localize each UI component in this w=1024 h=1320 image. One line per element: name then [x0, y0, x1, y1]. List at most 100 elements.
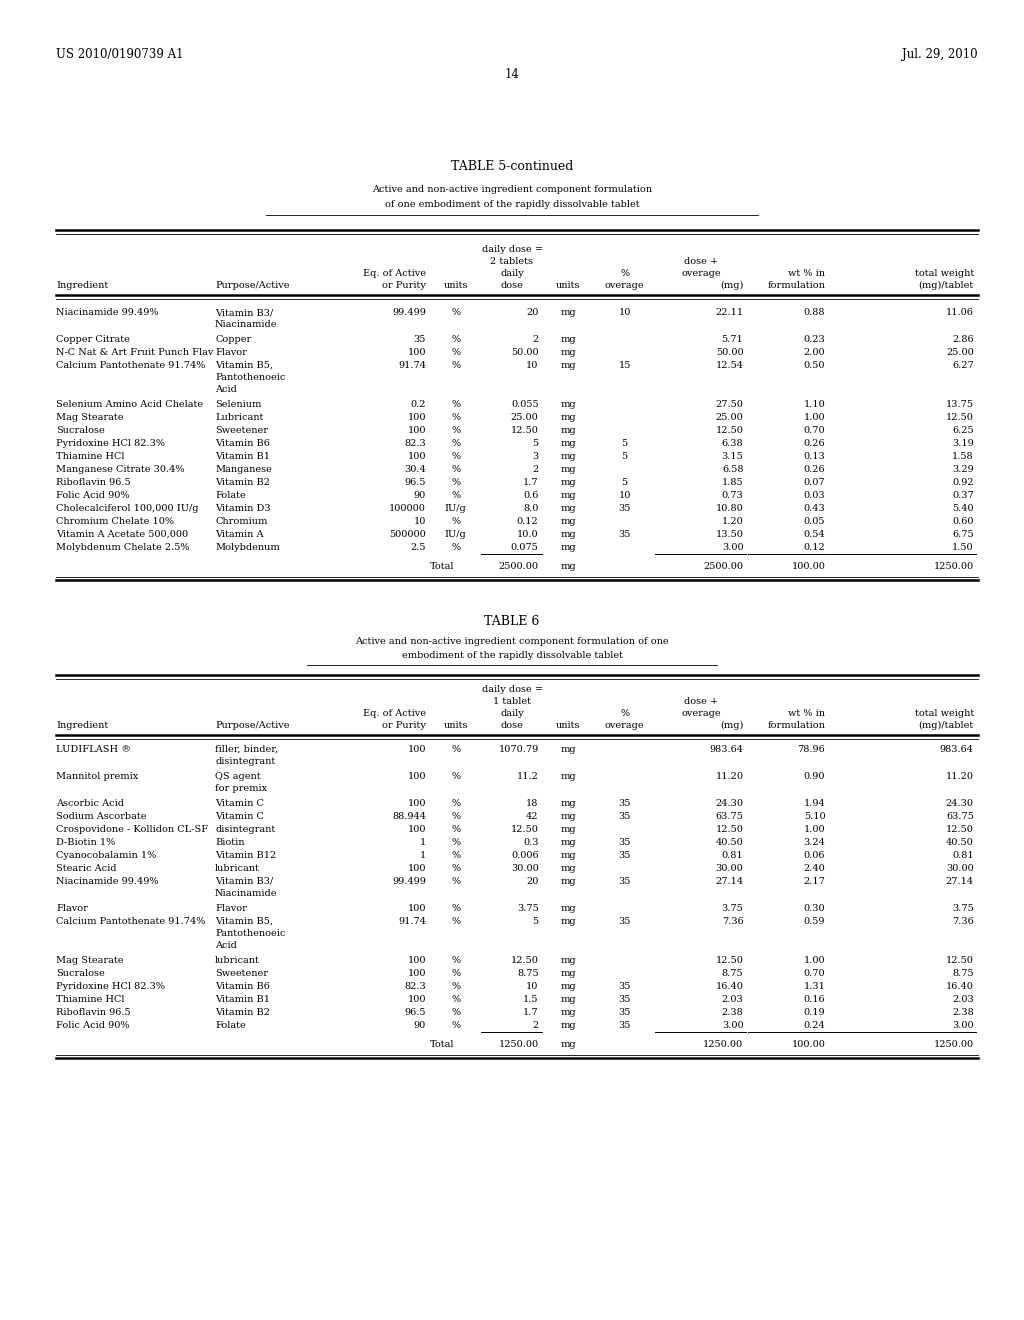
Text: (mg): (mg): [720, 721, 743, 730]
Text: Crospovidone - Kollidon CL-SF: Crospovidone - Kollidon CL-SF: [56, 825, 209, 834]
Text: 8.75: 8.75: [722, 969, 743, 978]
Text: Riboflavin 96.5: Riboflavin 96.5: [56, 1008, 131, 1016]
Text: 6.58: 6.58: [722, 465, 743, 474]
Text: 27.14: 27.14: [946, 876, 974, 886]
Text: 0.05: 0.05: [804, 517, 825, 525]
Text: 1: 1: [420, 838, 426, 847]
Text: mg: mg: [560, 413, 577, 422]
Text: 7.36: 7.36: [722, 917, 743, 927]
Text: 0.81: 0.81: [722, 851, 743, 861]
Text: 3.19: 3.19: [952, 440, 974, 447]
Text: 0.73: 0.73: [722, 491, 743, 500]
Text: %: %: [452, 744, 460, 754]
Text: 25.00: 25.00: [946, 348, 974, 356]
Text: 96.5: 96.5: [404, 478, 426, 487]
Text: 35: 35: [618, 1020, 631, 1030]
Text: daily dose =: daily dose =: [481, 685, 543, 694]
Text: Niacinamide: Niacinamide: [215, 319, 278, 329]
Text: Eq. of Active: Eq. of Active: [362, 269, 426, 279]
Text: 1250.00: 1250.00: [703, 1040, 743, 1049]
Text: 3.75: 3.75: [952, 904, 974, 913]
Text: or Purity: or Purity: [382, 721, 426, 730]
Text: 2: 2: [532, 335, 539, 345]
Text: 100: 100: [408, 956, 426, 965]
Text: 12.50: 12.50: [716, 426, 743, 436]
Text: D-Biotin 1%: D-Biotin 1%: [56, 838, 116, 847]
Text: US 2010/0190739 A1: US 2010/0190739 A1: [56, 48, 184, 61]
Text: 5: 5: [532, 440, 539, 447]
Text: 20: 20: [526, 308, 539, 317]
Text: 11.20: 11.20: [946, 772, 974, 781]
Text: 0.70: 0.70: [804, 969, 825, 978]
Text: mg: mg: [560, 851, 577, 861]
Text: TABLE 5-continued: TABLE 5-continued: [451, 160, 573, 173]
Text: Vitamin C: Vitamin C: [215, 799, 264, 808]
Text: 24.30: 24.30: [716, 799, 743, 808]
Text: %: %: [452, 851, 460, 861]
Text: 0.37: 0.37: [952, 491, 974, 500]
Text: mg: mg: [560, 308, 577, 317]
Text: %: %: [452, 838, 460, 847]
Text: 11.20: 11.20: [716, 772, 743, 781]
Text: Purpose/Active: Purpose/Active: [215, 281, 290, 290]
Text: 0.24: 0.24: [804, 1020, 825, 1030]
Text: Calcium Pantothenate 91.74%: Calcium Pantothenate 91.74%: [56, 917, 206, 927]
Text: Calcium Pantothenate 91.74%: Calcium Pantothenate 91.74%: [56, 360, 206, 370]
Text: Mag Stearate: Mag Stearate: [56, 413, 124, 422]
Text: 10: 10: [526, 982, 539, 991]
Text: 30.4: 30.4: [404, 465, 426, 474]
Text: 0.50: 0.50: [804, 360, 825, 370]
Text: 1.7: 1.7: [523, 478, 539, 487]
Text: 14: 14: [505, 69, 519, 81]
Text: 1.00: 1.00: [804, 956, 825, 965]
Text: mg: mg: [560, 956, 577, 965]
Text: 35: 35: [618, 838, 631, 847]
Text: 100: 100: [408, 744, 426, 754]
Text: 90: 90: [414, 491, 426, 500]
Text: 50.00: 50.00: [716, 348, 743, 356]
Text: 3.24: 3.24: [804, 838, 825, 847]
Text: Vitamin C: Vitamin C: [215, 812, 264, 821]
Text: Thiamine HCl: Thiamine HCl: [56, 451, 125, 461]
Text: 0.26: 0.26: [804, 440, 825, 447]
Text: 11.2: 11.2: [517, 772, 539, 781]
Text: 3.15: 3.15: [722, 451, 743, 461]
Text: 35: 35: [618, 982, 631, 991]
Text: 10: 10: [618, 491, 631, 500]
Text: 0.3: 0.3: [523, 838, 539, 847]
Text: Chromium Chelate 10%: Chromium Chelate 10%: [56, 517, 174, 525]
Text: Vitamin B5,: Vitamin B5,: [215, 917, 273, 927]
Text: 24.30: 24.30: [946, 799, 974, 808]
Text: 2.17: 2.17: [804, 876, 825, 886]
Text: dose +: dose +: [684, 257, 719, 267]
Text: 2.00: 2.00: [804, 348, 825, 356]
Text: wt % in: wt % in: [788, 269, 825, 279]
Text: Sucralose: Sucralose: [56, 426, 105, 436]
Text: %: %: [452, 426, 460, 436]
Text: %: %: [452, 1020, 460, 1030]
Text: mg: mg: [560, 982, 577, 991]
Text: 35: 35: [618, 876, 631, 886]
Text: 100: 100: [408, 799, 426, 808]
Text: Vitamin D3: Vitamin D3: [215, 504, 270, 513]
Text: 0.19: 0.19: [804, 1008, 825, 1016]
Text: dose +: dose +: [684, 697, 719, 706]
Text: 0.23: 0.23: [804, 335, 825, 345]
Text: (mg): (mg): [720, 281, 743, 290]
Text: mg: mg: [560, 917, 577, 927]
Text: 1.94: 1.94: [804, 799, 825, 808]
Text: LUDIFLASH ®: LUDIFLASH ®: [56, 744, 131, 754]
Text: Pyridoxine HCl 82.3%: Pyridoxine HCl 82.3%: [56, 440, 165, 447]
Text: Vitamin B6: Vitamin B6: [215, 982, 270, 991]
Text: 12.50: 12.50: [946, 413, 974, 422]
Text: 100.00: 100.00: [792, 1040, 825, 1049]
Text: 63.75: 63.75: [716, 812, 743, 821]
Text: Vitamin B6: Vitamin B6: [215, 440, 270, 447]
Text: (mg)/tablet: (mg)/tablet: [919, 281, 974, 290]
Text: 15: 15: [618, 360, 631, 370]
Text: total weight: total weight: [914, 269, 974, 279]
Text: 30.00: 30.00: [511, 865, 539, 873]
Text: 1.10: 1.10: [804, 400, 825, 409]
Text: mg: mg: [560, 865, 577, 873]
Text: units: units: [443, 721, 468, 730]
